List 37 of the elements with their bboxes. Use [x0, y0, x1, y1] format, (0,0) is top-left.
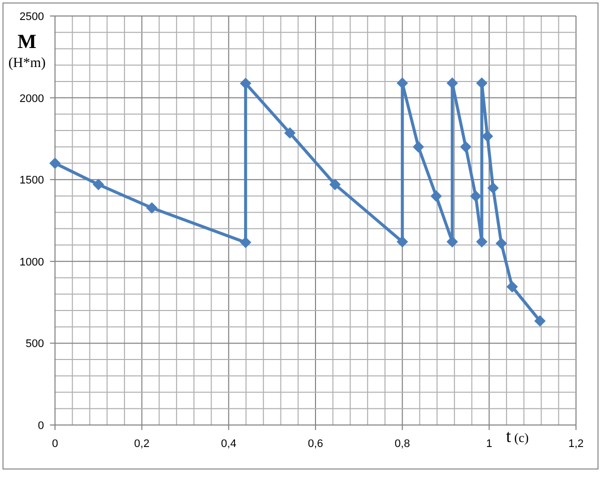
point: [330, 179, 341, 190]
point: [396, 78, 408, 89]
y-axis-title: M (H*m): [8, 31, 46, 71]
point: [482, 130, 493, 142]
point: [50, 158, 60, 169]
point: [460, 141, 472, 152]
point: [470, 190, 482, 202]
point: [92, 179, 104, 190]
point: [488, 182, 499, 194]
point: [284, 127, 296, 138]
point: [446, 78, 458, 89]
x-tick-label: 0,6: [308, 438, 324, 450]
point: [146, 202, 158, 214]
y-tick-label: 0: [38, 420, 44, 432]
point: [412, 141, 424, 152]
x-tick-label: 0: [52, 438, 58, 450]
y-tick-label: 500: [26, 338, 44, 350]
x-axis-title: t (c): [506, 426, 529, 446]
point: [476, 236, 488, 248]
x-tick-label: 1: [486, 438, 492, 450]
x-tick-label: 0,2: [134, 438, 150, 450]
point: [476, 78, 488, 89]
point: [396, 236, 408, 248]
y-tick-label: 1500: [20, 174, 44, 187]
x-tick-label: 1,2: [568, 438, 584, 450]
point: [534, 315, 546, 326]
y-tick-label: 2000: [20, 92, 44, 105]
y-tick-label: 2500: [20, 11, 44, 23]
point: [496, 238, 507, 249]
x-tick-label: 0,8: [394, 438, 410, 450]
point: [506, 281, 518, 292]
x-tick-label: 0,4: [221, 438, 236, 450]
point: [240, 236, 252, 248]
point: [430, 190, 442, 202]
y-tick-label: 1000: [20, 256, 44, 268]
point: [240, 78, 252, 89]
point: [446, 236, 458, 248]
